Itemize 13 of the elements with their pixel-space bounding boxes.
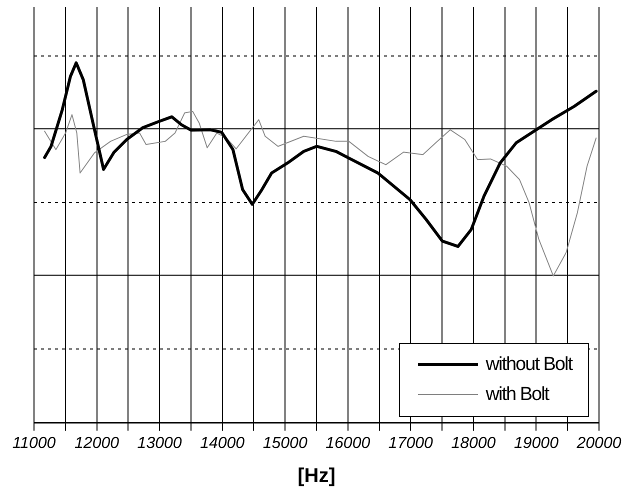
x-tick-label: 16000 <box>326 434 370 452</box>
x-tick-label: 15000 <box>262 434 308 452</box>
x-tick-label: 12000 <box>74 434 120 452</box>
x-tick-label: 17000 <box>388 434 434 452</box>
x-axis-title: [Hz] <box>296 464 336 488</box>
legend-label: with Bolt <box>486 384 549 406</box>
legend-label: without Bolt <box>486 354 572 376</box>
x-tick-label: 18000 <box>451 434 496 452</box>
x-tick-label: 13000 <box>137 434 182 452</box>
x-tick-label: 14000 <box>200 434 245 452</box>
x-tick-label: 19000 <box>514 434 559 452</box>
x-tick-label: 11000 <box>12 434 56 452</box>
x-tick-label: 20000 <box>576 434 622 452</box>
